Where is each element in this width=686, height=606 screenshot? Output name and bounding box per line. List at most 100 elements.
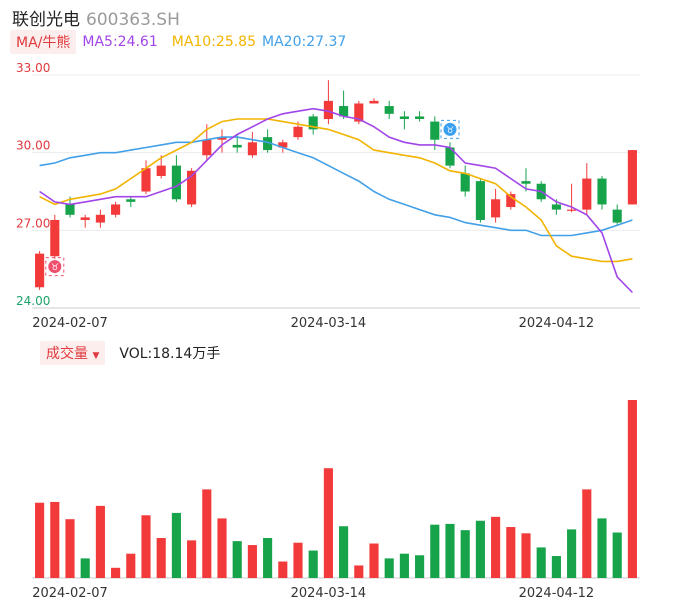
- volume-bar: [80, 558, 90, 578]
- volume-bar: [354, 565, 364, 578]
- candle: [627, 150, 637, 205]
- volume-bar: [217, 518, 227, 578]
- candle: [141, 168, 151, 192]
- y-tick-label: 33.00: [16, 61, 50, 75]
- volume-bar: [171, 512, 181, 578]
- volume-bar: [323, 468, 333, 578]
- volume-x-tick-label: 2024-03-14: [291, 586, 367, 601]
- stock-code: 600363.SH: [86, 10, 180, 30]
- ma-indicator-tag[interactable]: MA/牛熊: [10, 30, 77, 54]
- volume-bar: [475, 520, 485, 578]
- volume-bar: [278, 561, 288, 578]
- volume-bar: [506, 527, 516, 578]
- candle: [597, 178, 607, 205]
- volume-bar: [582, 489, 592, 578]
- candle: [567, 209, 577, 211]
- candle: [126, 199, 136, 202]
- volume-bar: [111, 567, 121, 578]
- volume-bar: [460, 530, 470, 578]
- volume-bar: [35, 502, 45, 578]
- candle: [247, 142, 257, 156]
- candle: [521, 181, 531, 184]
- stock-title: 联创光电 600363.SH: [12, 5, 180, 30]
- volume-bar: [339, 526, 349, 578]
- volume-bar: [536, 547, 546, 578]
- volume-bar: [202, 489, 212, 578]
- volume-bar: [521, 533, 531, 578]
- volume-bar: [491, 516, 501, 578]
- candle: [506, 194, 516, 208]
- volume-bar: [415, 555, 425, 578]
- candle: [339, 106, 349, 117]
- volume-bar: [156, 538, 166, 578]
- candle: [582, 178, 592, 210]
- ma5-legend: MA5:24.61: [82, 34, 158, 50]
- volume-bar: [384, 558, 394, 578]
- candle: [415, 116, 425, 120]
- candle: [278, 142, 288, 148]
- candle: [95, 214, 105, 223]
- ma20-legend: MA20:27.37: [262, 34, 347, 50]
- volume-bar: [551, 556, 561, 578]
- caret-down-icon: ▼: [92, 351, 100, 361]
- volume-bar: [95, 505, 105, 578]
- candle: [111, 204, 121, 215]
- volume-bar: [232, 541, 242, 578]
- candle: [354, 103, 364, 122]
- volume-bar: [126, 553, 136, 578]
- candle: [202, 139, 212, 156]
- candle: [323, 100, 333, 120]
- x-tick-label: 2024-02-07: [32, 316, 108, 331]
- bull-marker-icon-frame: [45, 257, 65, 277]
- candle: [612, 209, 622, 223]
- candle: [399, 116, 409, 120]
- volume-x-tick-label: 2024-04-12: [519, 586, 595, 601]
- volume-tag-label: 成交量: [46, 346, 88, 362]
- volume-bar: [293, 542, 303, 578]
- bull-marker-icon-glyph: ♉: [51, 263, 59, 273]
- candle: [460, 173, 470, 192]
- volume-bar: [263, 538, 273, 578]
- candle: [293, 126, 303, 138]
- volume-bar: [187, 540, 197, 578]
- volume-bar: [65, 519, 75, 578]
- bear-marker-icon: [443, 122, 457, 136]
- ma5-line: [39, 107, 633, 294]
- candle: [369, 100, 379, 104]
- stock-name: 联创光电: [12, 10, 80, 30]
- candle: [308, 116, 318, 130]
- ma10-line: [39, 118, 633, 263]
- volume-bar: [430, 524, 440, 578]
- candle: [475, 181, 485, 220]
- candle: [171, 165, 181, 200]
- candle: [445, 147, 455, 166]
- volume-bar: [567, 529, 577, 578]
- candle: [35, 253, 45, 288]
- x-tick-label: 2024-04-12: [519, 316, 595, 331]
- candle: [65, 204, 75, 215]
- volume-x-tick-label: 2024-02-07: [32, 586, 108, 601]
- bull-marker-icon: [48, 260, 62, 274]
- volume-bar: [247, 545, 257, 578]
- volume-bar: [399, 553, 409, 578]
- candle: [430, 121, 440, 140]
- candle: [263, 137, 273, 151]
- candle: [491, 199, 501, 218]
- volume-bar: [50, 501, 60, 578]
- y-tick-label: 24.00: [16, 294, 50, 308]
- volume-bar: [445, 523, 455, 578]
- candle: [187, 170, 197, 205]
- candle: [50, 219, 60, 257]
- volume-bar: [141, 515, 151, 578]
- volume-bar: [627, 400, 637, 578]
- candle: [551, 204, 561, 210]
- volume-value: VOL:18.14万手: [119, 346, 221, 362]
- x-tick-label: 2024-03-14: [291, 316, 367, 331]
- bear-marker-icon-frame: [440, 119, 460, 139]
- volume-bar: [369, 543, 379, 578]
- ma20-line: [39, 136, 633, 237]
- candle: [156, 165, 166, 176]
- candle: [217, 137, 227, 140]
- volume-indicator-tag[interactable]: 成交量 ▼: [40, 341, 106, 365]
